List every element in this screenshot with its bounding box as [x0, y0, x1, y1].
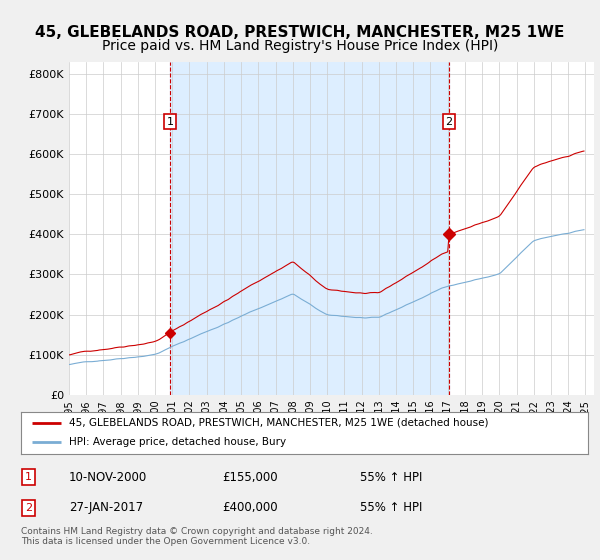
Text: 55% ↑ HPI: 55% ↑ HPI: [360, 501, 422, 515]
Text: 45, GLEBELANDS ROAD, PRESTWICH, MANCHESTER, M25 1WE (detached house): 45, GLEBELANDS ROAD, PRESTWICH, MANCHEST…: [69, 418, 488, 428]
Text: HPI: Average price, detached house, Bury: HPI: Average price, detached house, Bury: [69, 437, 286, 447]
Text: 10-NOV-2000: 10-NOV-2000: [69, 470, 147, 484]
Text: 27-JAN-2017: 27-JAN-2017: [69, 501, 143, 515]
Text: 55% ↑ HPI: 55% ↑ HPI: [360, 470, 422, 484]
Text: 1: 1: [166, 116, 173, 127]
Bar: [170, 62, 449, 395]
Text: 2: 2: [445, 116, 452, 127]
Text: Contains HM Land Registry data © Crown copyright and database right 2024.
This d: Contains HM Land Registry data © Crown c…: [21, 526, 373, 546]
Text: 45, GLEBELANDS ROAD, PRESTWICH, MANCHESTER, M25 1WE: 45, GLEBELANDS ROAD, PRESTWICH, MANCHEST…: [35, 25, 565, 40]
Text: £400,000: £400,000: [222, 501, 278, 515]
Text: 1: 1: [25, 472, 32, 482]
Text: 2: 2: [25, 503, 32, 513]
Text: £155,000: £155,000: [222, 470, 278, 484]
Text: Price paid vs. HM Land Registry's House Price Index (HPI): Price paid vs. HM Land Registry's House …: [102, 39, 498, 53]
